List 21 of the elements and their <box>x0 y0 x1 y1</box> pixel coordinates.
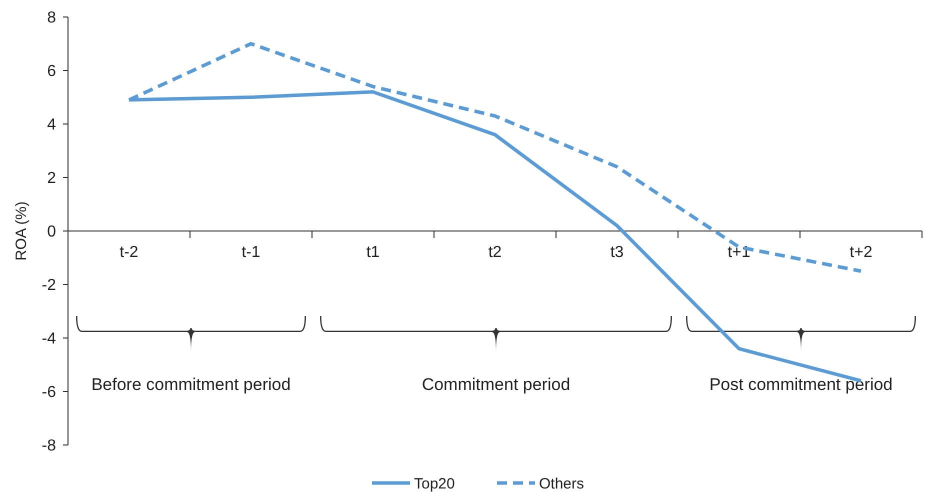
x-tick-label: t-2 <box>120 244 138 261</box>
x-tick-label: t-1 <box>242 244 260 261</box>
y-axis-title: ROA (%) <box>13 201 30 261</box>
y-tick-label: -6 <box>42 384 56 402</box>
legend-label: Top20 <box>414 475 455 492</box>
legend-label: Others <box>539 475 584 492</box>
x-tick-label: t3 <box>610 244 624 261</box>
y-tick-label: 8 <box>47 10 56 27</box>
y-tick-label: 2 <box>47 170 56 188</box>
y-tick-label: 4 <box>47 116 56 134</box>
y-tick-label: -2 <box>42 277 56 294</box>
x-tick-label: t+2 <box>850 244 872 261</box>
x-tick-label: t2 <box>488 244 502 261</box>
y-tick-label: -4 <box>42 330 56 348</box>
y-tick-label: 0 <box>47 224 56 241</box>
annotation: Before commitment period <box>91 375 291 394</box>
annotation: Commitment period <box>422 375 570 394</box>
x-tick-label: t1 <box>366 244 380 261</box>
y-tick-label: -8 <box>42 438 56 455</box>
annotation: Post commitment period <box>709 375 893 394</box>
y-tick-label: 6 <box>47 63 56 80</box>
